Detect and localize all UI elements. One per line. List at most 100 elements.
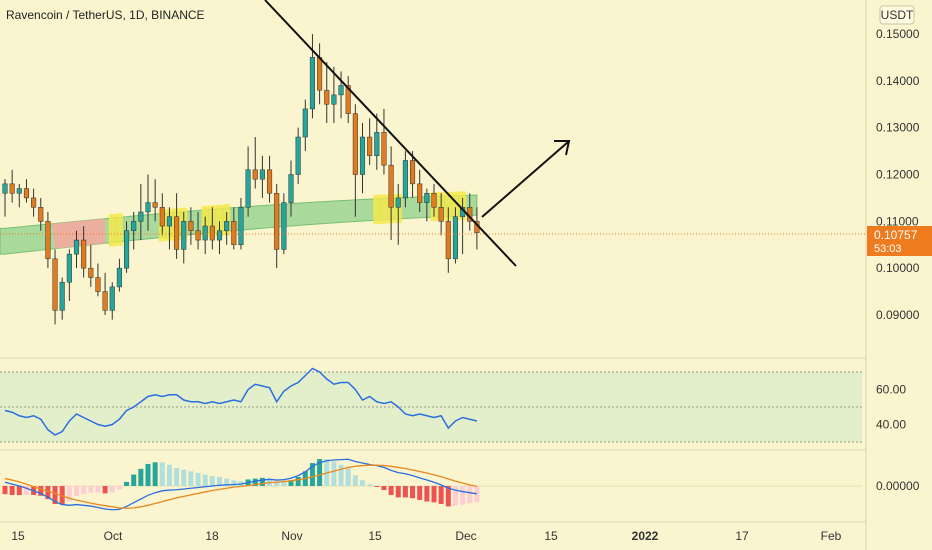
candle-bull [181, 221, 187, 250]
candle-bull [145, 202, 151, 213]
macd-histogram-bar [288, 480, 294, 486]
candle-bull [288, 174, 294, 203]
price-tick-label: 0.15000 [876, 27, 920, 41]
candle-bear [345, 85, 351, 114]
macd-histogram-bar [131, 474, 137, 486]
macd-histogram-bar [109, 486, 115, 493]
macd-histogram-bar [445, 486, 451, 507]
macd-histogram-bar [181, 469, 187, 486]
projection-arrow-line[interactable] [481, 141, 569, 218]
macd-histogram-bar [281, 481, 287, 486]
candle-bear [9, 183, 15, 194]
macd-histogram-bar [424, 486, 430, 502]
macd-histogram-bar [145, 463, 151, 486]
candle-bull [424, 192, 430, 203]
macd-tick-label: 0.00000 [876, 479, 920, 493]
macd-histogram-bar [116, 486, 122, 490]
candle-bear [45, 221, 51, 260]
time-tick-label: 15 [11, 529, 25, 543]
macd-histogram-bar [195, 472, 201, 486]
price-tick-label: 0.11000 [876, 214, 919, 228]
price-tag-countdown: 53:03 [874, 243, 902, 255]
macd-histogram-bar [331, 461, 337, 486]
candle-bear [52, 258, 58, 311]
candle-bear [431, 192, 437, 208]
candle-bull [359, 136, 366, 175]
price-tag-value: 0.10757 [874, 228, 918, 242]
candle-bull [116, 267, 122, 288]
macd-histogram-bar [159, 462, 165, 486]
time-tick-label: Feb [821, 529, 842, 543]
highlight-column [380, 194, 388, 224]
macd-histogram-bar [352, 475, 358, 486]
macd-histogram-bar [467, 486, 473, 504]
candle-bull [124, 230, 130, 269]
macd-histogram-bar [395, 486, 401, 498]
candle-bear [267, 169, 273, 194]
currency-badge-label: USDT [881, 8, 914, 22]
macd-histogram-bar [2, 486, 8, 495]
candle-bear [81, 239, 87, 269]
macd-histogram-bar [338, 464, 344, 486]
candles [2, 34, 480, 325]
time-tick-label: Oct [104, 529, 123, 543]
macd-histogram-bar [309, 463, 315, 486]
macd-histogram-bar [202, 474, 208, 486]
time-tick-label: 2022 [632, 529, 659, 543]
candle-bear [352, 113, 358, 175]
candle-bear [195, 230, 201, 241]
candle-bull [452, 216, 458, 260]
macd-histogram-bar [166, 464, 172, 486]
macd-histogram-bar [174, 468, 180, 486]
candle-bear [209, 225, 215, 241]
price-tag [867, 226, 932, 256]
rsi-indicator: 60.00 40.00 [4, 367, 906, 436]
candle-bear [31, 197, 37, 208]
candle-bear [417, 183, 423, 203]
candle-bull [338, 85, 344, 96]
time-axis: 15 Oct 18 Nov 15 Dec 15 2022 17 Feb [11, 529, 841, 543]
downtrend-line[interactable] [264, 0, 517, 267]
highlight-column [444, 191, 452, 221]
macd-histogram-bar [138, 468, 144, 486]
macd-histogram-bar [231, 480, 237, 486]
macd-histogram-bar [102, 486, 108, 494]
macd-histogram-bar [438, 486, 444, 504]
candle-bull [238, 207, 244, 246]
candle-bear [23, 188, 29, 199]
candle-bull [402, 160, 408, 199]
candle-bull [281, 202, 287, 250]
candle-bear [317, 57, 323, 91]
macd-histogram-bar [374, 486, 380, 487]
time-tick-label: Nov [281, 529, 302, 543]
macd-histogram-bar [217, 477, 222, 486]
macd-histogram-bar [9, 486, 15, 495]
candle-bear [252, 169, 258, 180]
candle-bull [202, 225, 208, 241]
time-tick-label: 15 [544, 529, 558, 543]
macd-histogram-bar [367, 484, 373, 486]
macd-histogram-bar [274, 481, 280, 486]
signal-line [4, 464, 478, 509]
macd-histogram-bar [410, 486, 416, 499]
candle-bear [324, 89, 330, 105]
rsi-tick-label: 40.00 [876, 418, 906, 432]
candle-bear [381, 132, 387, 166]
candle-bull [309, 57, 315, 110]
chart-title: Ravencoin / TetherUS, 1D, BINANCE [6, 8, 205, 22]
macd-histogram-bar [38, 486, 44, 496]
candle-bear [231, 221, 237, 245]
candle-bull [138, 211, 144, 222]
candle-bull [216, 230, 223, 241]
macd-histogram-bar [23, 486, 29, 495]
macd-histogram-bar [209, 476, 215, 486]
macd-histogram-bar [252, 478, 258, 486]
macd-histogram-bar [460, 486, 466, 505]
candle-bull [66, 253, 72, 283]
candle-bull [2, 183, 8, 194]
candle-bear [95, 277, 101, 292]
candle-bear [274, 192, 280, 250]
currency-badge[interactable] [879, 5, 915, 25]
macd-histogram-bar [259, 477, 265, 486]
